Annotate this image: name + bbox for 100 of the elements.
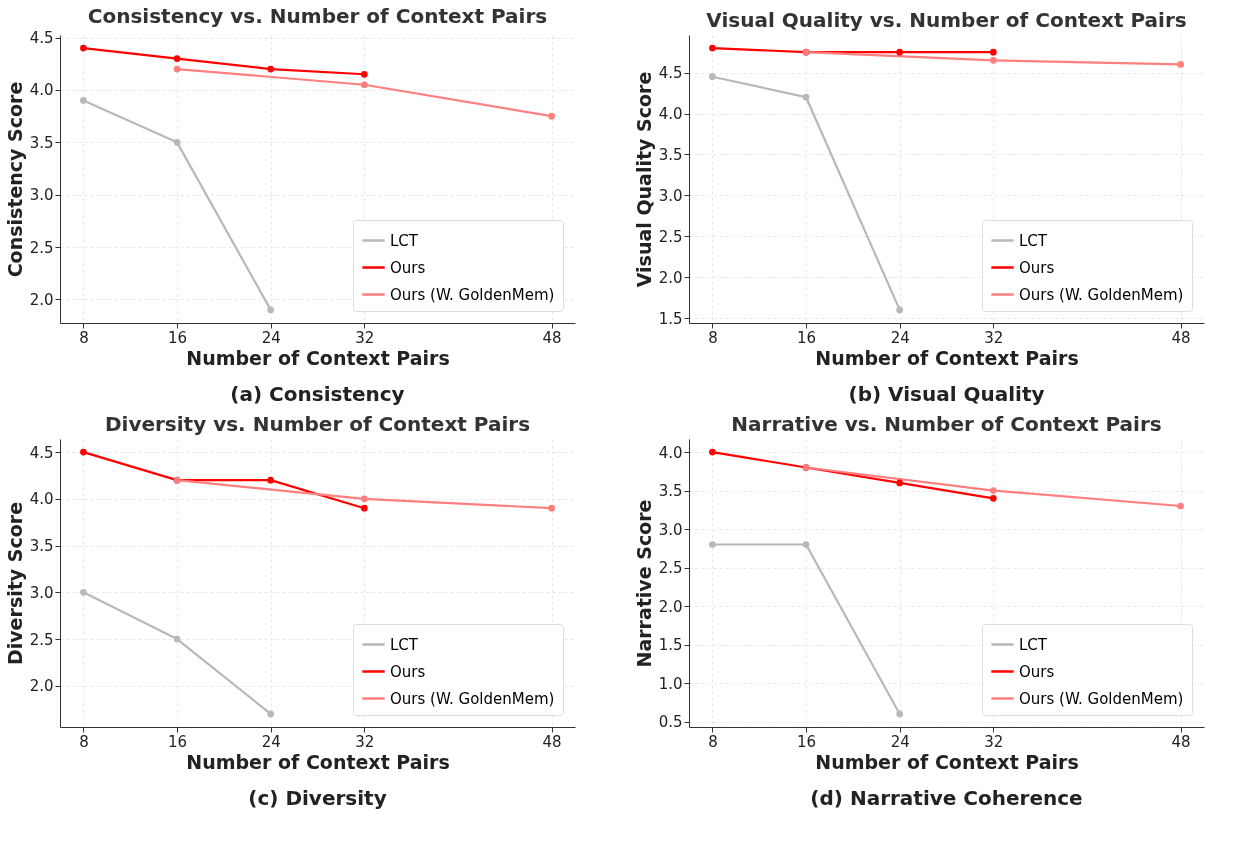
x-tick-label: 48: [1171, 328, 1191, 347]
y-tick-label: 3.0: [29, 186, 54, 205]
legend-label: Ours (W. GoldenMem): [1019, 689, 1184, 708]
point: [267, 65, 275, 73]
x-tick-label: 8: [708, 328, 718, 347]
point: [989, 487, 997, 494]
point: [802, 541, 810, 548]
point: [548, 112, 555, 120]
point: [80, 44, 87, 52]
chart-title: Consistency vs. Number of Context Pairs: [87, 3, 548, 28]
point: [1177, 502, 1184, 510]
x-tick-label: 16: [797, 732, 817, 751]
x-tick-label: 8: [708, 732, 718, 751]
y-tick-label: 3.5: [29, 133, 54, 152]
y-tick-label: 2.0: [658, 268, 683, 287]
y-tick-label: 4.5: [29, 29, 54, 48]
point: [802, 93, 810, 101]
y-tick-label: 2.5: [29, 630, 54, 649]
text: (d) Narrative Coherence: [810, 786, 1083, 810]
x-axis-title: Number of Context Pairs: [815, 346, 1079, 369]
text: (c) Diversity: [248, 786, 387, 810]
y-tick-label: 4.0: [29, 490, 54, 509]
legend-label: LCT: [390, 231, 419, 250]
point: [360, 81, 368, 89]
chart-title: Visual Quality vs. Number of Context Pairs: [706, 8, 1187, 32]
y-tick-label: 2.0: [658, 597, 683, 616]
point: [989, 48, 997, 56]
point: [709, 541, 716, 548]
legend-label: LCT: [1019, 635, 1048, 654]
x-tick-label: 24: [261, 732, 281, 751]
legend-label: LCT: [390, 635, 419, 654]
point: [896, 479, 904, 487]
point: [80, 589, 87, 596]
y-tick-label: 2.5: [658, 227, 683, 246]
x-tick-label: 8: [79, 732, 89, 751]
x-tick-label: 16: [168, 732, 188, 751]
x-axis-title: Number of Context Pairs: [186, 750, 450, 773]
legend-label: Ours (W. GoldenMem): [1019, 285, 1184, 304]
y-tick-label: 0.5: [658, 713, 683, 732]
point: [360, 504, 368, 512]
y-tick-label: 4.5: [29, 443, 54, 462]
point: [709, 448, 716, 456]
legend-label: LCT: [1019, 231, 1048, 250]
point: [267, 710, 275, 718]
x-tick-label: 16: [797, 328, 817, 347]
point: [1177, 61, 1184, 68]
y-tick-label: 2.0: [29, 290, 54, 309]
text: (b) Visual Quality: [848, 382, 1045, 406]
legend-label: Ours (W. GoldenMem): [390, 689, 555, 708]
legend-label: Ours (W. GoldenMem): [390, 285, 555, 304]
y-tick-label: 4.5: [658, 64, 683, 83]
chart-title: Diversity vs. Number of Context Pairs: [104, 412, 531, 436]
text: (a) Consistency: [230, 382, 405, 406]
point: [360, 70, 368, 78]
legend-label: Ours: [1019, 662, 1055, 681]
x-axis-title: Number of Context Pairs: [186, 346, 450, 369]
y-tick-label: 4.0: [658, 105, 683, 124]
point: [173, 635, 181, 643]
point: [989, 57, 997, 64]
y-tick-label: 1.5: [658, 636, 683, 655]
point: [896, 710, 904, 718]
point: [173, 139, 181, 146]
y-axis-title: Narrative Score: [632, 499, 655, 668]
point: [173, 65, 181, 73]
point: [173, 55, 181, 62]
point: [80, 448, 87, 456]
x-tick-label: 48: [542, 732, 562, 751]
y-tick-label: 3.0: [29, 583, 54, 602]
x-tick-label: 24: [890, 732, 910, 751]
y-tick-label: 4.0: [29, 81, 54, 100]
legend-label: Ours: [1019, 258, 1055, 277]
y-tick-label: 3.5: [658, 145, 683, 164]
y-axis-title: Diversity Score: [3, 501, 26, 666]
y-tick-label: 3.5: [29, 537, 54, 556]
point: [896, 306, 904, 314]
y-axis-title: Consistency Score: [3, 81, 26, 278]
x-axis-title: Number of Context Pairs: [815, 750, 1079, 773]
point: [896, 48, 904, 56]
x-tick-label: 16: [168, 328, 188, 347]
point: [80, 97, 87, 104]
x-tick-label: 24: [890, 328, 910, 347]
x-tick-label: 32: [984, 732, 1004, 751]
x-tick-label: 32: [355, 328, 375, 347]
y-tick-label: 3.0: [658, 186, 683, 205]
point: [548, 504, 555, 512]
y-tick-label: 2.5: [658, 559, 683, 578]
y-tick-label: 2.0: [29, 677, 54, 696]
y-tick-label: 4.0: [658, 443, 683, 462]
x-tick-label: 48: [1171, 732, 1191, 751]
point: [989, 494, 997, 502]
point: [267, 476, 275, 484]
point: [709, 44, 716, 52]
x-tick-label: 32: [355, 732, 375, 751]
x-tick-label: 8: [79, 328, 89, 347]
y-tick-label: 3.5: [658, 482, 683, 501]
legend-label: Ours: [390, 258, 426, 277]
point: [360, 495, 368, 503]
point: [267, 306, 275, 314]
x-tick-label: 24: [261, 328, 281, 347]
point: [709, 73, 716, 81]
